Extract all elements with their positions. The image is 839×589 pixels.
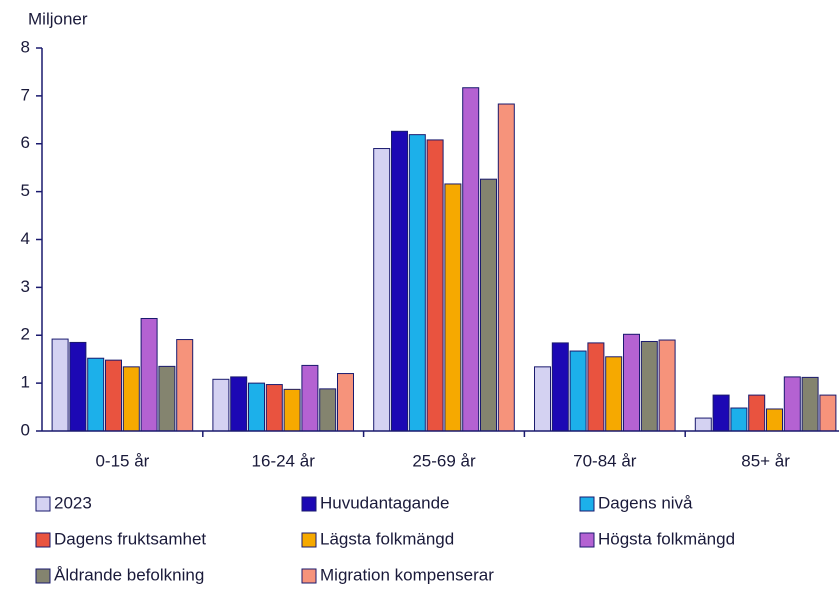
legend-swatch <box>35 496 51 512</box>
legend-swatch <box>579 496 595 512</box>
y-tick-label: 4 <box>21 229 30 248</box>
bar <box>497 103 515 432</box>
legend-swatch <box>301 568 317 584</box>
bar <box>801 376 819 432</box>
bar <box>605 356 623 432</box>
x-tick-label: 25-69 år <box>412 451 476 470</box>
bar <box>140 317 158 432</box>
legend-label: Migration kompenserar <box>320 565 494 584</box>
x-tick-label: 70-84 år <box>573 451 637 470</box>
bar <box>444 183 462 432</box>
y-tick-label: 7 <box>21 85 30 104</box>
x-tick-label: 85+ år <box>741 451 790 470</box>
bar <box>694 417 712 432</box>
y-tick-label: 5 <box>21 181 30 200</box>
bar <box>426 139 444 432</box>
bar <box>337 373 354 432</box>
legend-label: Huvudantagande <box>320 493 450 512</box>
bar <box>766 408 783 432</box>
bar <box>158 365 176 432</box>
legend-swatch <box>579 532 595 548</box>
y-tick-label: 8 <box>21 37 30 56</box>
bar <box>51 338 69 432</box>
legend-label: Åldrande befolkning <box>54 565 204 584</box>
bar <box>462 87 480 432</box>
bar <box>230 376 248 432</box>
bar <box>480 178 497 432</box>
legend-label: Lägsta folkmängd <box>320 529 454 548</box>
bar <box>730 407 748 432</box>
bar <box>283 388 301 432</box>
bar <box>712 394 730 432</box>
x-tick-label: 0-15 år <box>95 451 149 470</box>
bar <box>640 340 658 432</box>
legend-swatch <box>35 568 51 584</box>
bar <box>176 339 194 432</box>
bar <box>587 342 605 432</box>
y-tick-label: 2 <box>21 325 30 344</box>
bar <box>319 388 337 432</box>
x-tick-label: 16-24 år <box>252 451 316 470</box>
legend-label: Dagens fruktsamhet <box>54 529 206 548</box>
bar <box>248 382 265 432</box>
bar <box>819 394 837 432</box>
bar <box>87 357 105 432</box>
bar <box>783 376 801 432</box>
legend-swatch <box>301 496 317 512</box>
y-tick-label: 0 <box>21 420 30 439</box>
bar <box>658 339 676 432</box>
bar <box>265 384 283 432</box>
bar <box>122 366 140 432</box>
y-tick-label: 6 <box>21 133 30 152</box>
legend-label: Högsta folkmängd <box>598 529 735 548</box>
legend-label: Dagens nivå <box>598 493 693 512</box>
y-axis-label: Miljoner <box>28 9 88 28</box>
bar <box>623 333 640 432</box>
bar <box>748 394 766 432</box>
y-tick-label: 1 <box>21 373 30 392</box>
bar <box>551 342 569 432</box>
bar <box>534 366 551 432</box>
bar <box>105 359 122 432</box>
bar <box>569 350 587 432</box>
legend-swatch <box>35 532 51 548</box>
bar <box>212 378 230 432</box>
bar <box>408 134 426 432</box>
bar <box>69 341 87 432</box>
y-tick-label: 3 <box>21 277 30 296</box>
bar <box>373 148 391 432</box>
bar <box>391 130 408 432</box>
bar <box>301 364 319 432</box>
legend-label: 2023 <box>54 493 92 512</box>
legend-swatch <box>301 532 317 548</box>
